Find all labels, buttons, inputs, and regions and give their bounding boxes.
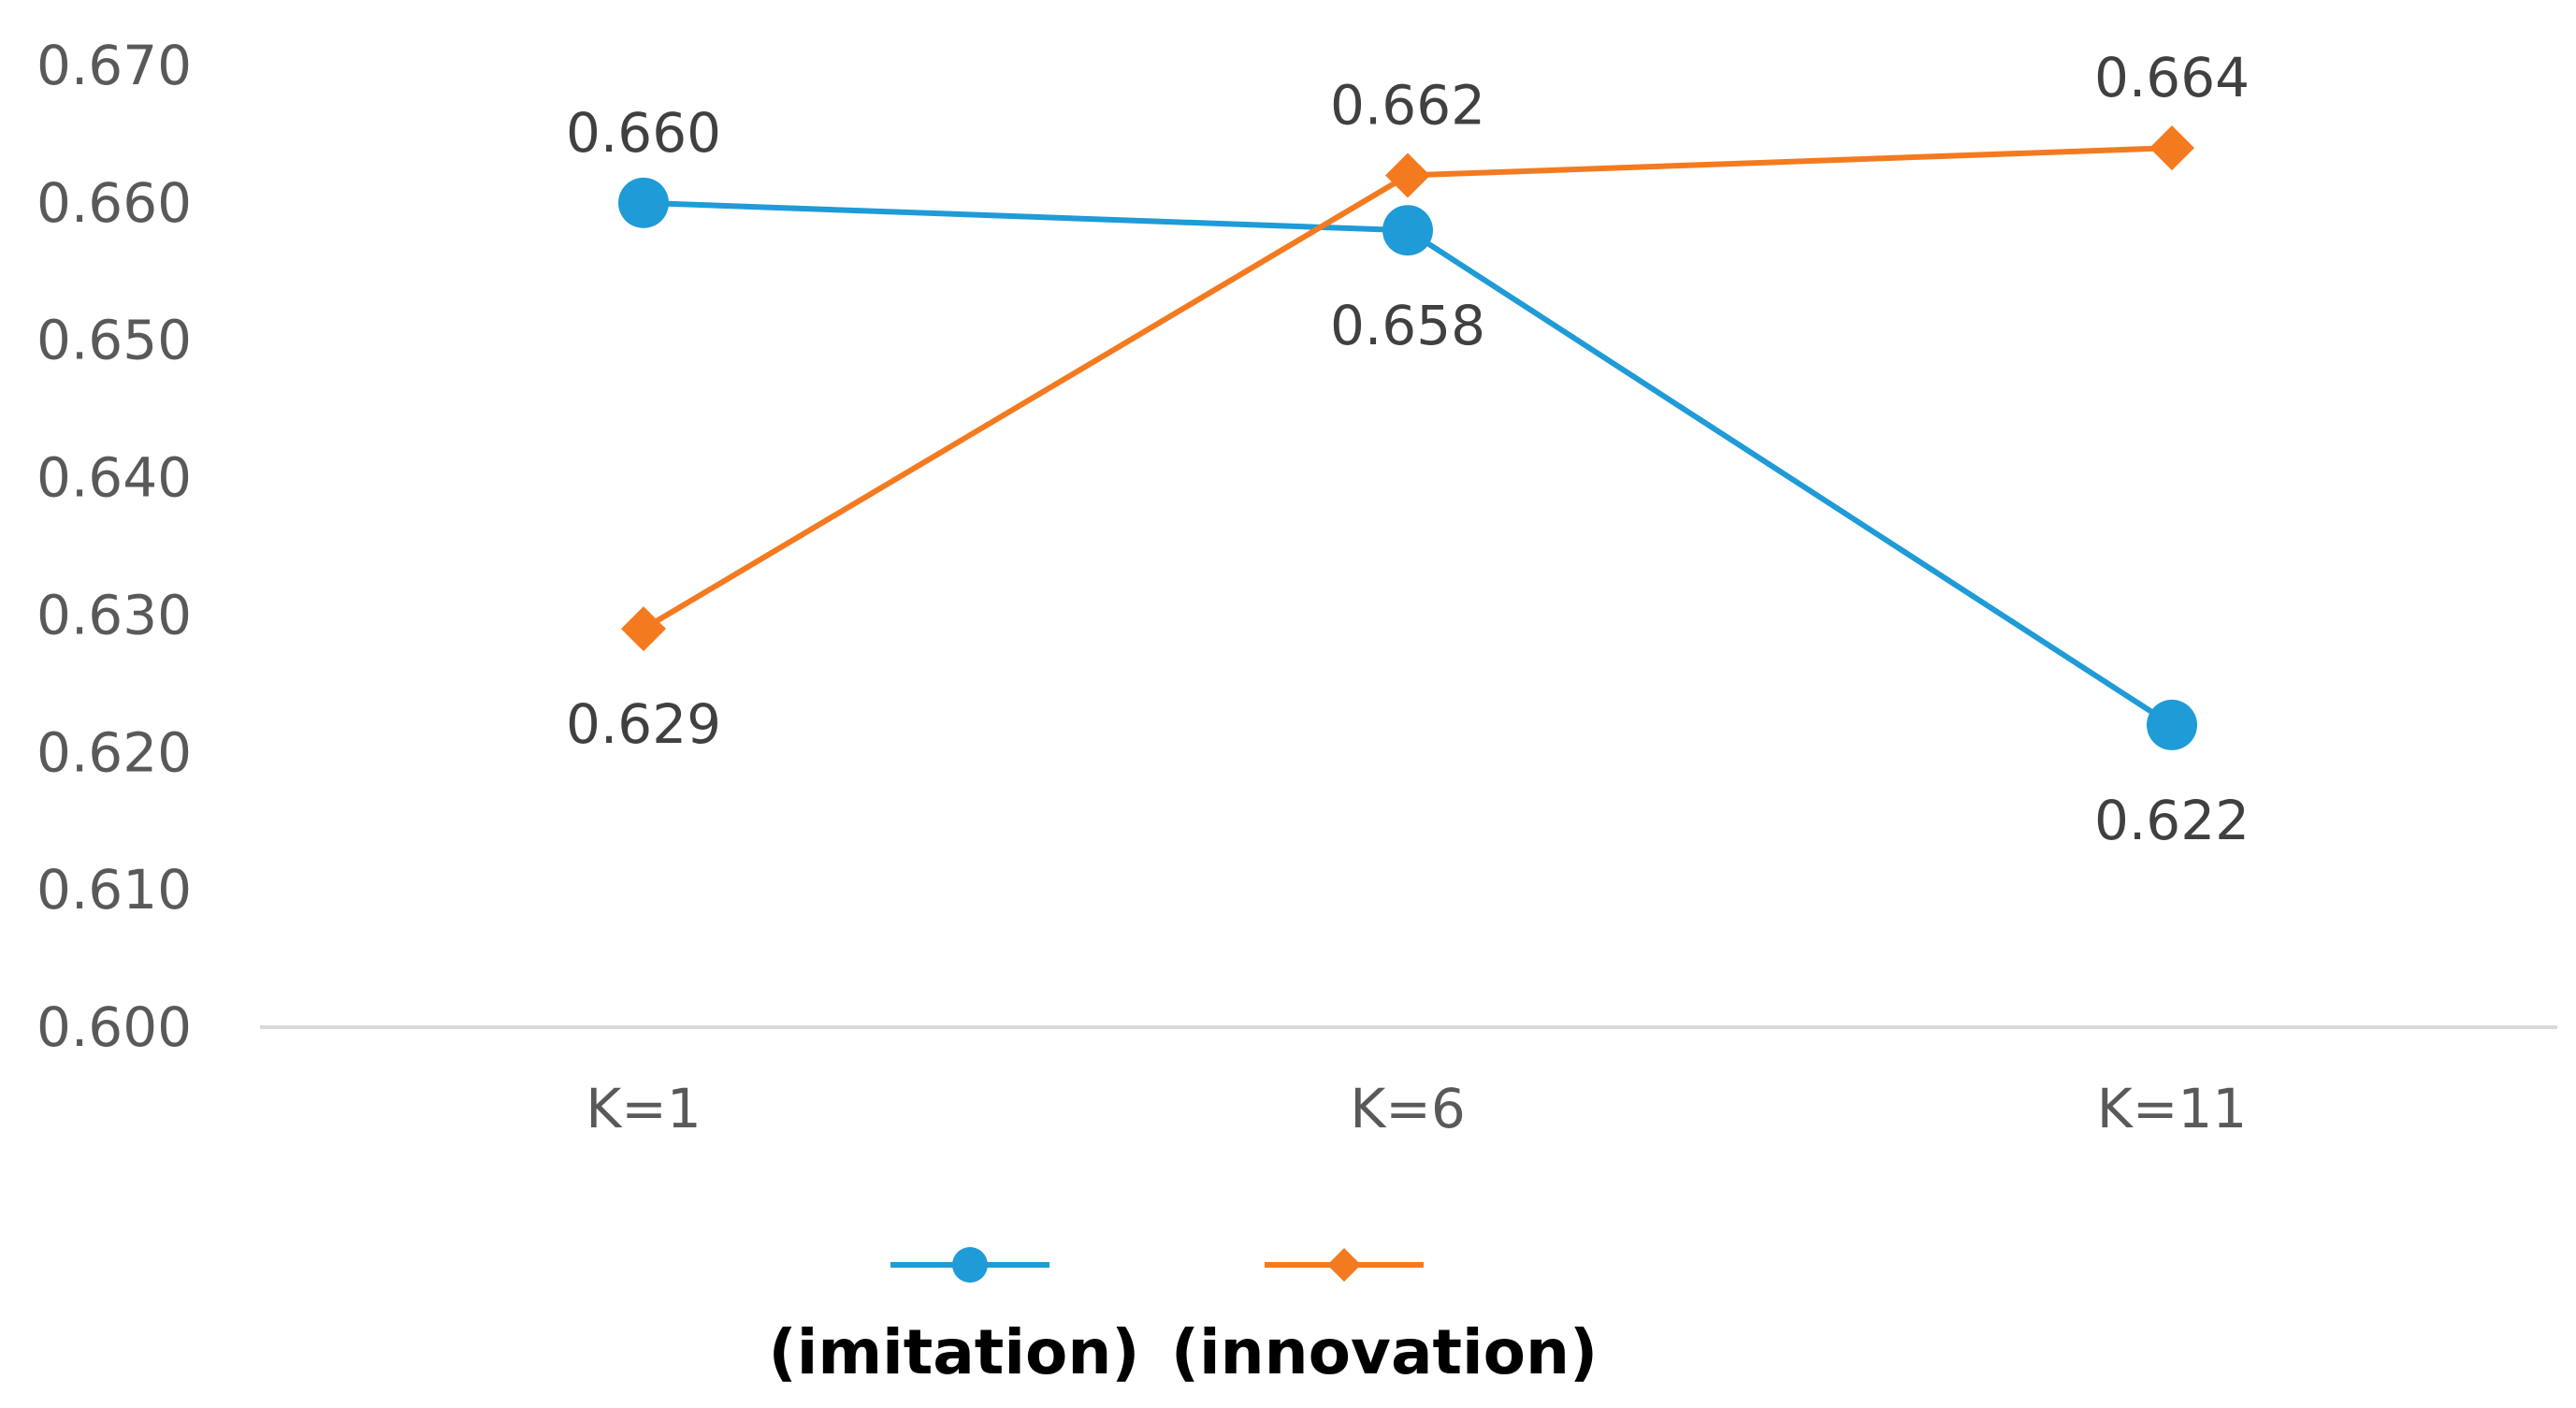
data-point-imitation (1382, 205, 1433, 256)
legend: (imitation) (innovation) (769, 1247, 1598, 1388)
data-labels: 0.660 0.658 0.622 0.629 0.662 0.664 (566, 46, 2250, 852)
series-layer (618, 125, 2197, 750)
y-tick-label: 0.610 (36, 858, 192, 922)
y-tick-label: 0.640 (36, 446, 192, 510)
y-tick-label: 0.630 (36, 583, 192, 646)
data-label-imitation: 0.660 (566, 101, 721, 165)
y-tick-label: 0.600 (36, 995, 192, 1059)
data-point-innovation (621, 606, 666, 652)
x-tick-label: K=6 (1350, 1077, 1466, 1140)
data-label-imitation: 0.658 (1330, 294, 1485, 357)
legend-label-innovation: (innovation) (1171, 1316, 1598, 1388)
data-label-innovation: 0.662 (1330, 73, 1485, 137)
legend-item-imitation: (imitation) (769, 1247, 1140, 1388)
x-tick-label: K=11 (2097, 1077, 2247, 1140)
data-point-imitation (2147, 699, 2197, 750)
x-axis-ticks: K=1 K=6 K=11 (586, 1077, 2247, 1140)
y-axis-ticks: 0.600 0.610 0.620 0.630 0.640 0.650 0.660 0.670 (36, 34, 192, 1059)
y-tick-label: 0.650 (36, 309, 192, 372)
data-label-innovation: 0.629 (566, 692, 721, 756)
legend-label-imitation: (imitation) (769, 1316, 1140, 1388)
y-tick-label: 0.620 (36, 720, 192, 784)
y-tick-label: 0.670 (36, 34, 192, 97)
data-point-innovation (1385, 152, 1430, 198)
x-tick-label: K=1 (586, 1077, 702, 1140)
legend-marker-innovation (1327, 1248, 1361, 1282)
legend-item-innovation: (innovation) (1171, 1248, 1598, 1388)
data-label-innovation: 0.664 (2094, 46, 2250, 109)
series-line-imitation (643, 199, 2174, 728)
legend-marker-imitation (952, 1247, 988, 1283)
data-label-imitation: 0.622 (2094, 789, 2250, 852)
data-point-imitation (618, 177, 669, 228)
y-tick-label: 0.660 (36, 171, 192, 235)
data-point-innovation (2149, 125, 2194, 171)
